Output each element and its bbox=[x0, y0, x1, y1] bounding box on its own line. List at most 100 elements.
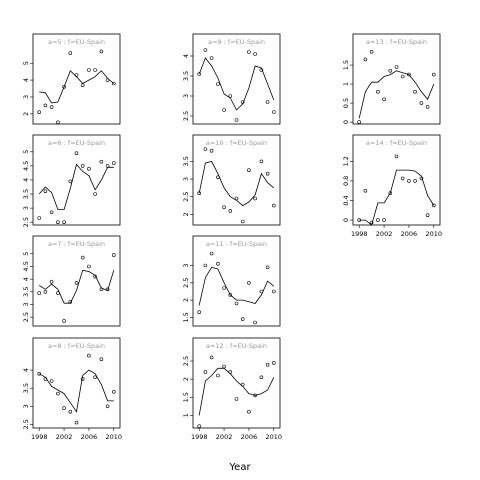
y-tick-label: 2.5 bbox=[182, 111, 190, 121]
fitted-line bbox=[38, 269, 115, 304]
x-tick-label: 1998 bbox=[191, 433, 208, 441]
data-point bbox=[240, 382, 245, 387]
data-point bbox=[271, 203, 276, 208]
panel-strip-label: a=14 : f=EU-Spain bbox=[366, 139, 427, 147]
data-point bbox=[357, 120, 362, 124]
data-point bbox=[99, 357, 104, 362]
data-point bbox=[407, 72, 411, 77]
data-point bbox=[247, 280, 251, 285]
data-point bbox=[357, 218, 362, 222]
panel-strip-label: a=7 : f=EU-Spain bbox=[48, 240, 105, 248]
y-tick-label: 3.5 bbox=[22, 287, 30, 297]
data-point bbox=[105, 164, 110, 168]
data-point bbox=[74, 73, 79, 77]
data-point bbox=[259, 375, 264, 380]
data-point bbox=[240, 219, 245, 224]
data-point bbox=[62, 85, 66, 89]
panel-strip-label: a=5 : f=EU-Spain bbox=[48, 38, 105, 46]
data-point bbox=[228, 209, 233, 213]
data-point bbox=[222, 286, 226, 290]
data-point bbox=[271, 361, 276, 365]
data-point bbox=[209, 56, 214, 60]
panel-strip-label: a=11 : f=EU-Spain bbox=[206, 240, 267, 248]
y-tick-label: 2.5 bbox=[182, 278, 190, 288]
panel-frame bbox=[32, 235, 121, 327]
data-point bbox=[253, 320, 257, 325]
y-tick-label: 3 bbox=[22, 302, 30, 306]
data-point bbox=[203, 263, 208, 268]
data-point bbox=[197, 72, 201, 76]
y-tick-label: 4 bbox=[22, 178, 30, 182]
data-point bbox=[394, 65, 399, 69]
data-point bbox=[382, 218, 386, 222]
y-tick-label: 0 bbox=[342, 218, 350, 222]
data-point bbox=[93, 375, 97, 380]
data-point bbox=[369, 49, 374, 54]
data-point bbox=[112, 81, 116, 86]
data-point bbox=[43, 289, 48, 294]
data-point bbox=[376, 218, 380, 222]
panel: a=13 : f=EU-Spain 0 0.5 1 1.5 bbox=[342, 33, 441, 125]
panel-frame bbox=[352, 33, 441, 125]
data-point bbox=[234, 118, 239, 122]
data-point bbox=[93, 68, 97, 72]
panel-frame bbox=[32, 337, 121, 429]
y-tick-label: 3 bbox=[22, 404, 30, 408]
data-point bbox=[222, 108, 226, 112]
panel-strip-label: a=8 : f=EU-Spain bbox=[48, 342, 105, 350]
data-point bbox=[105, 404, 110, 409]
data-point bbox=[216, 373, 220, 378]
data-point bbox=[376, 89, 380, 94]
y-tick-label: 3 bbox=[22, 206, 30, 210]
y-tick-label: 2 bbox=[182, 212, 190, 216]
panel-strip-label: a=12 : f=EU-Spain bbox=[206, 342, 267, 350]
data-point bbox=[68, 179, 73, 184]
fitted-line bbox=[198, 367, 275, 416]
data-point bbox=[222, 205, 226, 210]
y-tick-label: 3.5 bbox=[182, 71, 190, 81]
data-point bbox=[222, 364, 226, 369]
panel: a=6 : f=EU-Spain 2.5 3 3.5 4 4.5 5 bbox=[22, 134, 121, 227]
data-point bbox=[388, 191, 393, 195]
data-point bbox=[112, 253, 116, 257]
panels-layer: a=5 : f=EU-Spain 2 3 4 5 a=6 : f=EU-Spain 2.5 3… bbox=[22, 33, 442, 441]
y-tick-label: 0.5 bbox=[342, 98, 350, 108]
y-tick-label: 2.5 bbox=[182, 356, 190, 366]
panel: a=8 : f=EU-Spain 2.5 3 3.5 4 1998 2002 2006 2010 bbox=[22, 337, 122, 441]
data-point bbox=[247, 50, 251, 54]
panel-strip-label: a=13 : f=EU-Spain bbox=[366, 38, 427, 46]
data-point bbox=[265, 265, 270, 270]
y-tick-label: 1.2 bbox=[342, 156, 350, 166]
data-point bbox=[37, 371, 42, 376]
data-point bbox=[93, 274, 97, 279]
data-point bbox=[99, 287, 104, 292]
fitted-line bbox=[359, 169, 435, 226]
data-point bbox=[394, 154, 399, 159]
y-tick-label: 5 bbox=[22, 150, 30, 154]
panel: a=7 : f=EU-Spain 2.5 3 3.5 4 4.5 5 bbox=[22, 235, 121, 327]
data-point bbox=[62, 406, 66, 410]
data-point bbox=[37, 110, 42, 114]
y-tick-label: 1.5 bbox=[182, 312, 190, 322]
data-point bbox=[62, 319, 66, 323]
panel: a=11 : f=EU-Spain 1.5 2 2.5 3 bbox=[182, 235, 281, 327]
fitted-line bbox=[198, 266, 275, 306]
data-point bbox=[247, 168, 251, 172]
data-point bbox=[228, 94, 233, 98]
panel: a=14 : f=EU-Spain 0 0.4 0.8 1.2 1998 2002 2006 2… bbox=[342, 134, 442, 238]
data-point bbox=[80, 83, 85, 87]
data-point bbox=[80, 377, 85, 381]
data-point bbox=[68, 51, 73, 55]
data-point bbox=[203, 147, 208, 151]
y-tick-label: 1 bbox=[182, 413, 190, 417]
data-point bbox=[112, 389, 116, 394]
data-point bbox=[216, 261, 220, 266]
data-point bbox=[56, 391, 60, 396]
data-point bbox=[400, 176, 405, 181]
y-tick-label: 1.5 bbox=[342, 60, 350, 70]
y-tick-label: 2.5 bbox=[22, 312, 30, 322]
data-point bbox=[68, 300, 73, 304]
x-axis-title: Year bbox=[228, 462, 251, 473]
data-point bbox=[74, 420, 79, 425]
y-tick-label: 4 bbox=[22, 277, 30, 281]
